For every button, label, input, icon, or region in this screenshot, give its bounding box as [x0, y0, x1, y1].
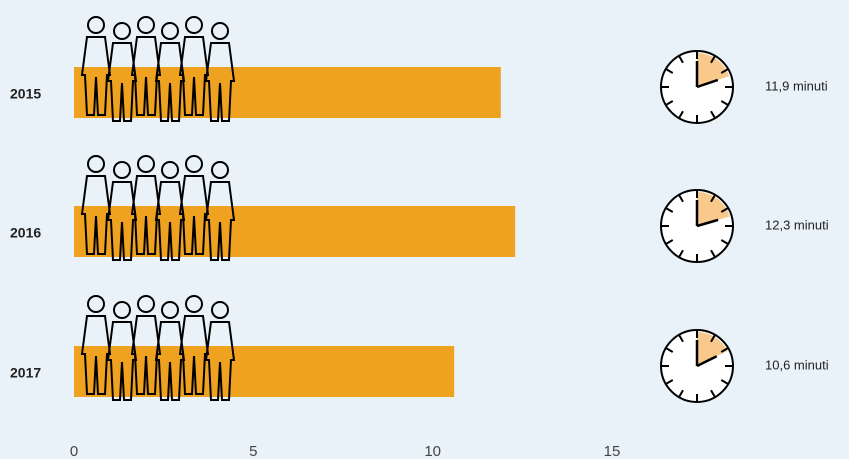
clock-tick — [665, 68, 674, 74]
silhouette-body — [130, 175, 162, 255]
silhouettes — [80, 16, 236, 122]
category-label: 2017 — [10, 365, 41, 381]
silhouette-body — [204, 321, 236, 401]
clock-tick — [710, 389, 716, 398]
category-label: 2016 — [10, 225, 41, 241]
category-label: 2015 — [10, 86, 41, 102]
clock-tick — [720, 207, 729, 213]
silhouettes — [80, 155, 236, 261]
bar — [74, 67, 501, 118]
silhouette-body — [130, 36, 162, 116]
x-tick-label: 5 — [249, 443, 257, 459]
clock-hand — [696, 355, 718, 368]
silhouette-head — [87, 155, 105, 173]
silhouette-body — [204, 42, 236, 122]
silhouette-head — [211, 161, 229, 179]
bar — [74, 206, 516, 257]
silhouette-head — [211, 301, 229, 319]
clock-tick — [710, 194, 716, 203]
silhouette-body — [130, 315, 162, 395]
silhouette-head — [161, 161, 179, 179]
clock-tick — [665, 100, 674, 106]
value-label: 12,3 minuti — [765, 217, 829, 232]
clock-tick — [710, 110, 716, 119]
clock-tick — [720, 68, 729, 74]
clock-tick — [720, 239, 729, 245]
silhouette-head — [87, 16, 105, 34]
clock-tick — [678, 389, 684, 398]
silhouette-head — [87, 295, 105, 313]
clock-tick — [710, 55, 716, 64]
value-label: 10,6 minuti — [765, 357, 829, 372]
silhouette-head — [185, 155, 203, 173]
value-label: 11,9 minuti — [765, 78, 828, 93]
clock-hand — [696, 218, 719, 228]
x-tick-label: 10 — [424, 443, 441, 459]
silhouette-body — [204, 181, 236, 261]
clock-tick — [678, 334, 684, 343]
silhouette-head — [137, 155, 155, 173]
clock-wedge — [697, 192, 730, 226]
silhouette-head — [185, 295, 203, 313]
clock-tick — [720, 347, 729, 353]
clock-tick — [678, 194, 684, 203]
silhouette-head — [161, 301, 179, 319]
silhouettes — [80, 295, 236, 401]
silhouette-head — [161, 22, 179, 40]
clock-tick — [665, 239, 674, 245]
clock-tick — [665, 207, 674, 213]
clock-tick — [678, 249, 684, 258]
silhouette-head — [185, 16, 203, 34]
clock-wedge — [697, 53, 730, 87]
clock-tick — [710, 249, 716, 258]
silhouette-head — [113, 301, 131, 319]
silhouette-head — [137, 295, 155, 313]
clock-wedge — [697, 332, 728, 366]
clock-tick — [678, 110, 684, 119]
silhouette-head — [113, 161, 131, 179]
x-tick-label: 0 — [70, 443, 78, 459]
silhouette-head — [211, 22, 229, 40]
x-tick-label: 15 — [604, 443, 621, 459]
clock-tick — [720, 100, 729, 106]
clock-tick — [665, 379, 674, 385]
clock-hand — [696, 78, 719, 89]
silhouette-head — [137, 16, 155, 34]
clock-tick — [665, 347, 674, 353]
clock-tick — [710, 334, 716, 343]
clock-tick — [720, 379, 729, 385]
silhouette-head — [113, 22, 131, 40]
clock-tick — [678, 55, 684, 64]
